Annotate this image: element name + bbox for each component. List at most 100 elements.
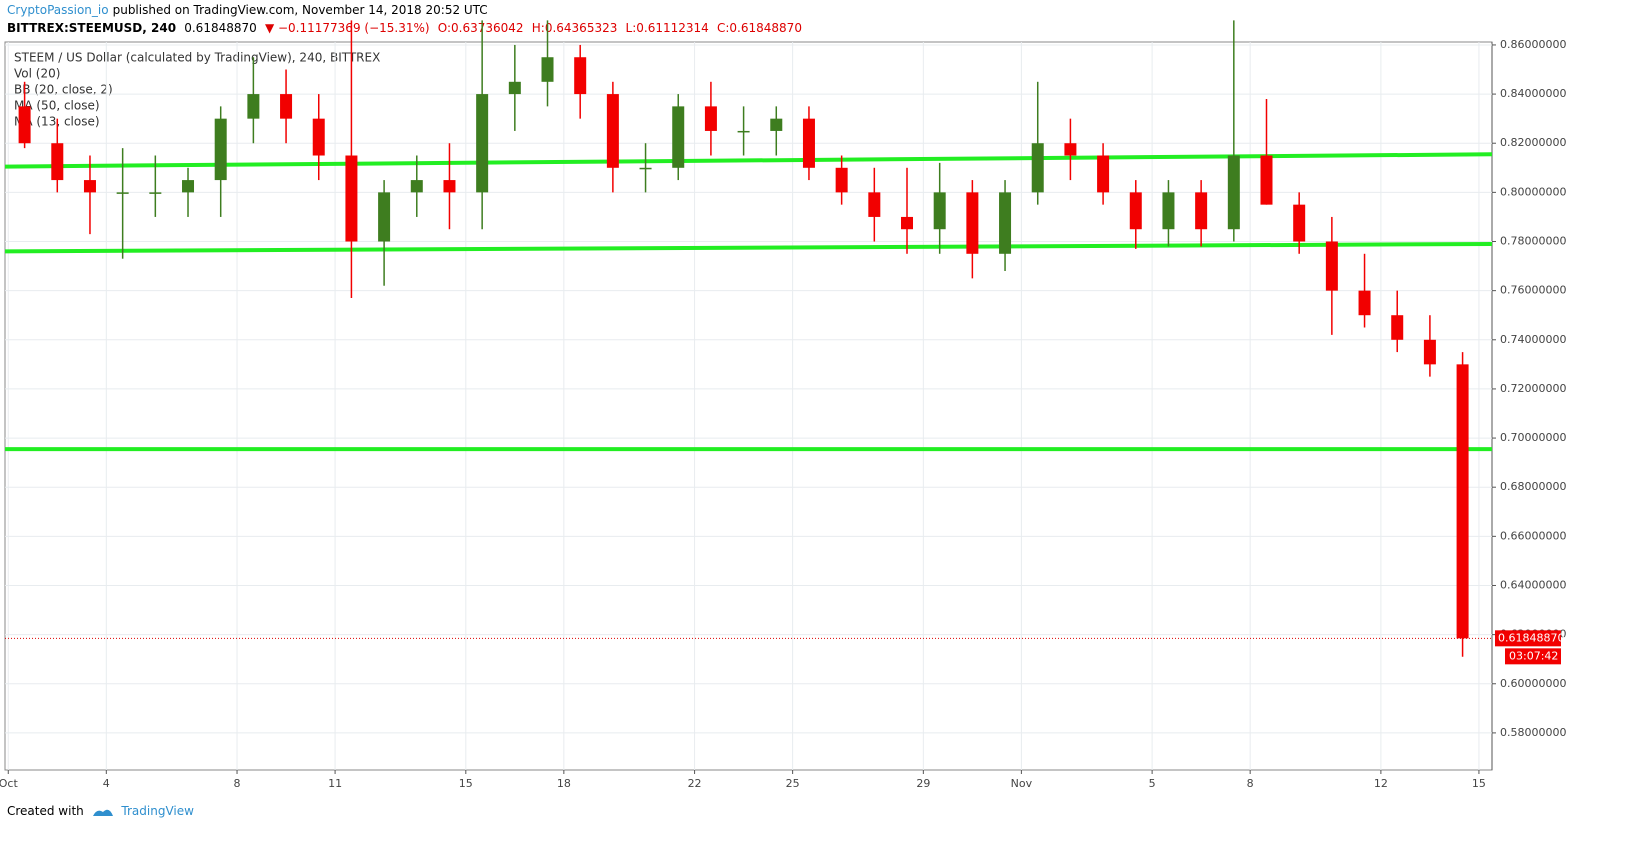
close: C:0.61848870 xyxy=(717,21,802,35)
countdown-box xyxy=(1505,648,1561,665)
indicator-label: BB (20, close, 2) xyxy=(14,83,113,97)
chart: STEEM / US Dollar (calculated by Trading… xyxy=(0,20,1566,790)
candle-body xyxy=(1260,155,1273,205)
y-tick-label: 0.70000000 xyxy=(1500,431,1566,444)
candle-body xyxy=(1097,155,1110,193)
x-tick-label: 22 xyxy=(688,777,702,790)
candle-body xyxy=(51,143,64,181)
candle-body xyxy=(639,167,652,170)
candle-body xyxy=(149,192,162,194)
x-tick-label: Nov xyxy=(1011,777,1033,790)
candle-body xyxy=(312,118,325,156)
candle-body xyxy=(1358,290,1371,316)
x-tick-label: 18 xyxy=(557,777,571,790)
header-line: CryptoPassion_io published on TradingView… xyxy=(7,3,492,17)
candle-body xyxy=(802,118,815,168)
x-tick-label: 25 xyxy=(786,777,800,790)
candle-body xyxy=(116,192,129,194)
candle-body xyxy=(868,192,881,217)
x-tick-label: 8 xyxy=(1247,777,1254,790)
candle-body xyxy=(901,216,914,230)
x-tick-label: 4 xyxy=(103,777,110,790)
candle-body xyxy=(606,94,619,168)
chart-title: STEEM / US Dollar (calculated by Trading… xyxy=(14,51,380,65)
candle-body xyxy=(345,155,358,242)
candle-body xyxy=(1227,155,1240,230)
candle-body xyxy=(443,180,456,193)
level-line xyxy=(4,241,1493,254)
y-tick-label: 0.68000000 xyxy=(1500,480,1566,493)
x-tick-label: Oct xyxy=(0,777,18,790)
candle-body xyxy=(1064,143,1077,156)
low: L:0.61112314 xyxy=(625,21,709,35)
symbol-line: BITTREX:STEEMUSD, 240 0.61848870 ▼ −0.11… xyxy=(7,21,806,35)
x-tick-label: 8 xyxy=(234,777,241,790)
candle-body xyxy=(182,180,195,193)
y-tick-label: 0.84000000 xyxy=(1500,87,1566,100)
x-tick-label: 15 xyxy=(1472,777,1486,790)
change: ▼ −0.11177369 (−15.31%) xyxy=(264,21,430,35)
price: 0.61848870 xyxy=(184,21,257,35)
published: published on TradingView.com, November 1… xyxy=(112,3,488,17)
candle-body xyxy=(247,94,260,119)
open: O:0.63736042 xyxy=(437,21,524,35)
footer: Created with TradingView xyxy=(7,804,194,818)
candle-body xyxy=(1195,192,1208,230)
x-tick-label: 29 xyxy=(916,777,930,790)
created-with: Created with xyxy=(7,804,84,818)
candle-body xyxy=(1391,315,1404,340)
grid xyxy=(5,42,1492,770)
y-tick-label: 0.60000000 xyxy=(1500,677,1566,690)
candle-body xyxy=(999,192,1012,254)
y-tick-label: 0.82000000 xyxy=(1500,136,1566,149)
brand[interactable]: TradingView xyxy=(121,804,194,818)
candle-body xyxy=(704,106,717,131)
x-tick-label: 5 xyxy=(1149,777,1156,790)
candle-body xyxy=(410,180,423,193)
last-price-label: 0.61848870 xyxy=(1498,631,1564,644)
candle-body xyxy=(1325,241,1338,291)
candle-body xyxy=(966,192,979,254)
y-tick-label: 0.72000000 xyxy=(1500,382,1566,395)
plot-frame xyxy=(4,41,1493,771)
candle-body xyxy=(672,106,685,168)
candle-body xyxy=(1031,143,1044,193)
candle-body xyxy=(1162,192,1175,230)
tv-logo xyxy=(92,809,113,816)
y-tick-label: 0.80000000 xyxy=(1500,185,1566,198)
candle-body xyxy=(476,94,489,193)
candle-body xyxy=(508,81,521,95)
author[interactable]: CryptoPassion_io xyxy=(7,3,109,17)
y-tick-label: 0.74000000 xyxy=(1500,333,1566,346)
candle-body xyxy=(1456,364,1469,639)
candle-body xyxy=(1293,204,1306,242)
candle-body xyxy=(574,57,587,95)
x-tick-label: 11 xyxy=(328,777,342,790)
x-tick-label: 12 xyxy=(1374,777,1388,790)
candle-body xyxy=(933,192,946,230)
candle-body xyxy=(83,180,96,193)
high: H:0.64365323 xyxy=(531,21,618,35)
candle-body xyxy=(770,118,783,131)
candle-body xyxy=(214,118,227,181)
y-tick-label: 0.66000000 xyxy=(1500,529,1566,542)
countdown-label: 03:07:42 xyxy=(1509,649,1558,662)
x-tick-label: 15 xyxy=(459,777,473,790)
candle-body xyxy=(1423,339,1436,365)
y-tick-label: 0.76000000 xyxy=(1500,284,1566,297)
legend: STEEM / US Dollar (calculated by Trading… xyxy=(14,51,380,129)
candle-body xyxy=(280,94,293,119)
candle-body xyxy=(541,57,554,82)
candle-body xyxy=(378,192,391,242)
level-line xyxy=(4,152,1493,169)
indicator-label: Vol (20) xyxy=(14,67,60,81)
y-tick-label: 0.64000000 xyxy=(1500,578,1566,591)
candle-body xyxy=(18,106,31,144)
symbol: BITTREX:STEEMUSD, 240 xyxy=(7,21,177,35)
last-price-box xyxy=(1495,630,1561,647)
y-tick-label: 0.86000000 xyxy=(1500,38,1566,51)
y-tick-label: 0.58000000 xyxy=(1500,726,1566,739)
candle-body xyxy=(1129,192,1142,230)
candle-body xyxy=(835,167,848,193)
